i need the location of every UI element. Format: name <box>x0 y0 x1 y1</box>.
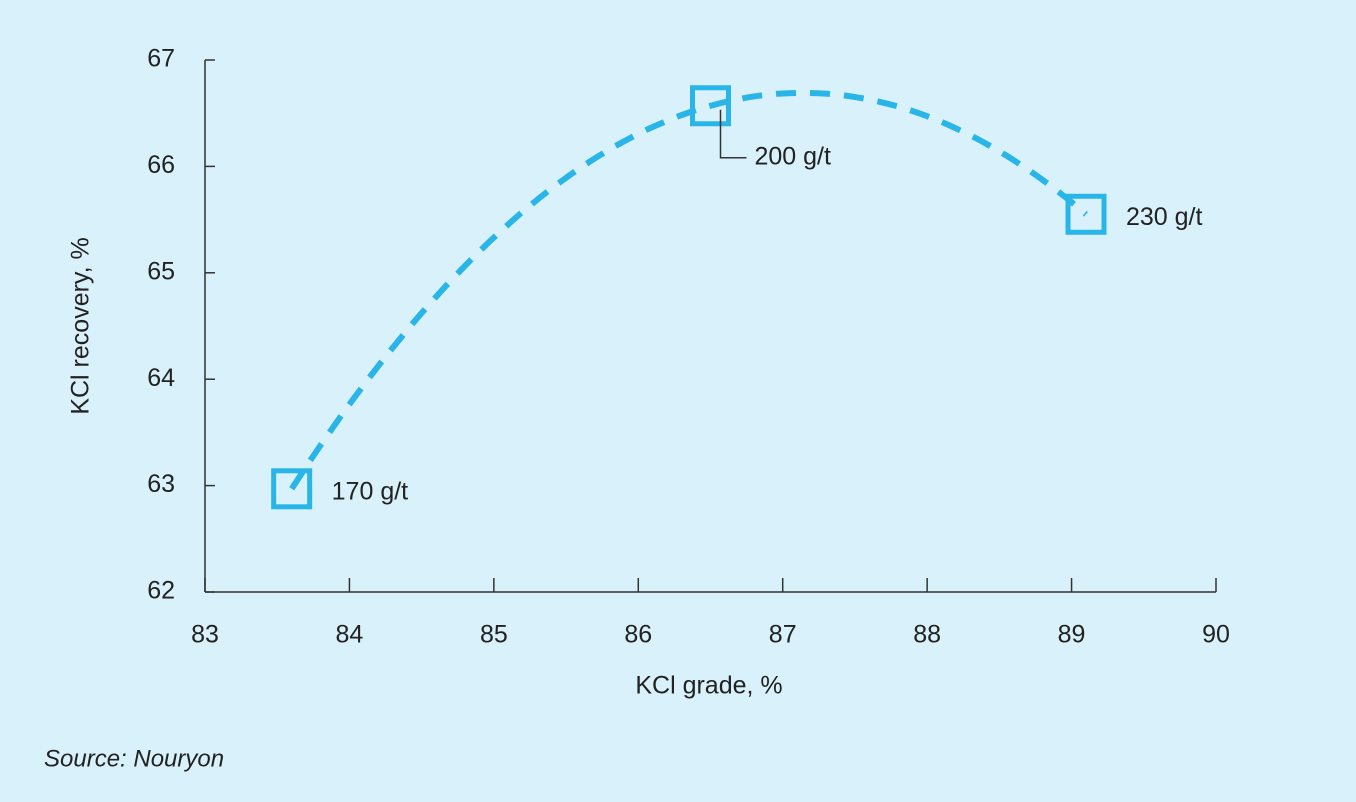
x-axis-label: KCl grade, % <box>635 672 782 700</box>
point-marker <box>271 468 313 510</box>
x-tick-label: 87 <box>769 621 797 649</box>
source-note: Source: Nouryon <box>44 745 224 772</box>
x-tick-label: 84 <box>336 621 364 649</box>
point-marker <box>1065 193 1107 235</box>
y-tick-label: 62 <box>147 577 175 605</box>
trend-curve <box>289 89 1088 491</box>
point-label: 200 g/t <box>755 142 832 170</box>
x-tick-label: 83 <box>191 621 219 649</box>
y-tick-label: 66 <box>147 151 175 179</box>
y-axis-label: KCl recovery, % <box>67 237 95 414</box>
point-label: 170 g/t <box>332 477 409 505</box>
x-tick-label: 90 <box>1202 621 1230 649</box>
x-tick-label: 88 <box>913 621 941 649</box>
x-tick-label: 89 <box>1058 621 1086 649</box>
x-tick-label: 86 <box>624 621 652 649</box>
y-tick-label: 67 <box>147 45 175 73</box>
x-tick-label: 85 <box>480 621 508 649</box>
point-label: 230 g/t <box>1126 203 1203 231</box>
point-marker <box>690 85 731 127</box>
y-tick-label: 65 <box>147 257 175 285</box>
leader-line <box>719 109 747 159</box>
y-tick-label: 63 <box>147 470 175 498</box>
y-tick-label: 64 <box>147 364 175 392</box>
